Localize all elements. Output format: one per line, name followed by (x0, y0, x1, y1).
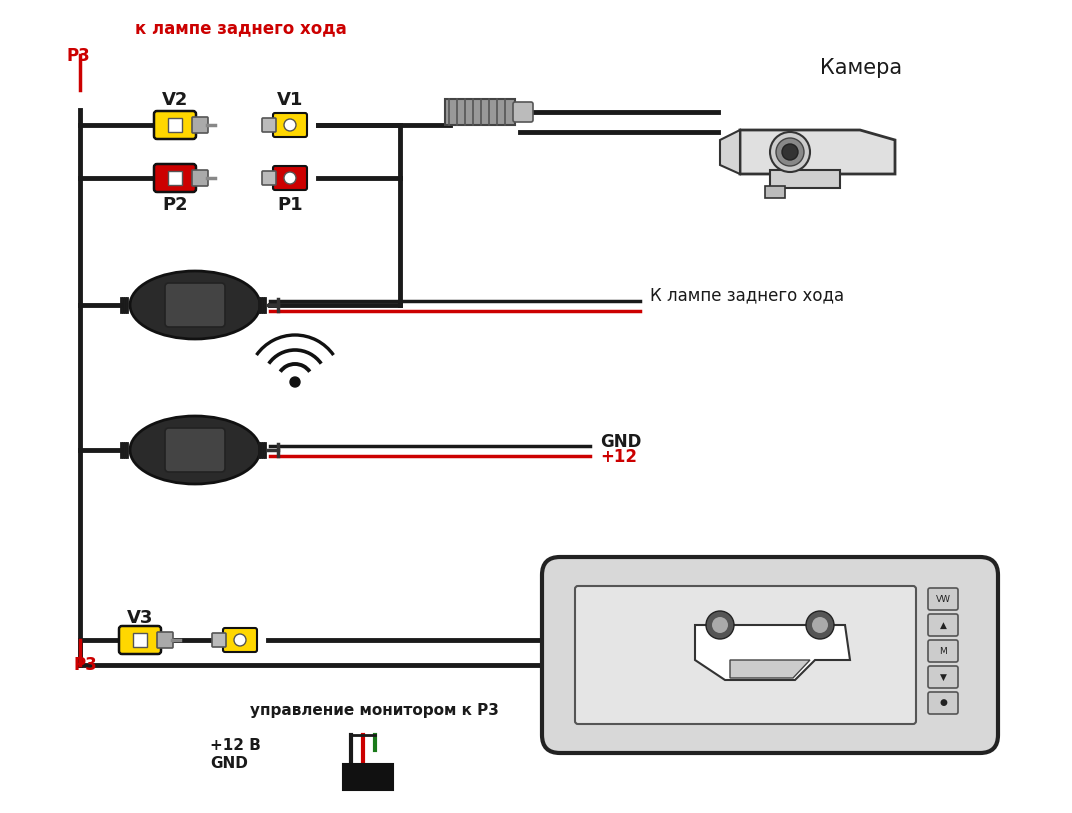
Circle shape (706, 611, 734, 639)
Text: К лампе заднего хода: К лампе заднего хода (650, 286, 844, 304)
FancyBboxPatch shape (445, 99, 515, 125)
Circle shape (234, 634, 245, 646)
FancyBboxPatch shape (154, 164, 196, 192)
Text: +12 В: +12 В (210, 737, 260, 753)
FancyBboxPatch shape (133, 633, 147, 647)
FancyBboxPatch shape (154, 111, 196, 139)
Text: к лампе заднего хода: к лампе заднего хода (135, 19, 346, 37)
FancyBboxPatch shape (192, 117, 208, 133)
Circle shape (712, 617, 728, 633)
FancyBboxPatch shape (192, 170, 208, 186)
FancyBboxPatch shape (928, 666, 958, 688)
Text: Камера: Камера (820, 58, 903, 78)
FancyBboxPatch shape (119, 626, 161, 654)
Polygon shape (740, 130, 895, 174)
Polygon shape (730, 660, 810, 678)
FancyBboxPatch shape (273, 113, 307, 137)
Circle shape (812, 617, 828, 633)
Circle shape (776, 138, 804, 166)
Text: ●: ● (939, 698, 947, 707)
Text: P1: P1 (278, 196, 302, 214)
FancyBboxPatch shape (542, 557, 998, 753)
FancyBboxPatch shape (928, 588, 958, 610)
Ellipse shape (130, 416, 260, 484)
FancyBboxPatch shape (575, 586, 915, 724)
Circle shape (770, 132, 810, 172)
FancyBboxPatch shape (262, 171, 276, 185)
Text: P3: P3 (73, 656, 96, 674)
Polygon shape (695, 625, 850, 680)
FancyBboxPatch shape (223, 628, 257, 652)
FancyBboxPatch shape (262, 118, 276, 132)
Text: P2: P2 (162, 196, 188, 214)
Text: ▲: ▲ (939, 620, 947, 629)
Polygon shape (720, 130, 740, 174)
Circle shape (284, 119, 296, 131)
Circle shape (291, 377, 300, 387)
Circle shape (806, 611, 834, 639)
Text: P3: P3 (66, 47, 90, 65)
Text: +12: +12 (600, 448, 637, 466)
Text: GND: GND (210, 755, 248, 771)
FancyBboxPatch shape (165, 428, 225, 472)
FancyBboxPatch shape (157, 632, 173, 648)
FancyBboxPatch shape (770, 170, 840, 188)
Text: V1: V1 (277, 91, 303, 109)
Ellipse shape (130, 271, 260, 339)
Text: ▼: ▼ (939, 672, 947, 681)
FancyBboxPatch shape (765, 186, 785, 198)
Circle shape (284, 172, 296, 184)
FancyBboxPatch shape (168, 118, 182, 132)
Text: M: M (939, 646, 947, 655)
Text: V2: V2 (162, 91, 189, 109)
FancyBboxPatch shape (212, 633, 226, 647)
FancyBboxPatch shape (513, 102, 533, 122)
FancyBboxPatch shape (343, 764, 393, 790)
FancyBboxPatch shape (928, 614, 958, 636)
FancyBboxPatch shape (928, 640, 958, 662)
FancyBboxPatch shape (165, 283, 225, 327)
Circle shape (781, 144, 798, 160)
FancyBboxPatch shape (273, 166, 307, 190)
Text: управление монитором к P3: управление монитором к P3 (250, 702, 498, 718)
Text: GND: GND (600, 433, 641, 451)
FancyBboxPatch shape (928, 692, 958, 714)
Text: VW: VW (936, 594, 951, 603)
FancyBboxPatch shape (168, 171, 182, 185)
Text: V3: V3 (126, 609, 153, 627)
